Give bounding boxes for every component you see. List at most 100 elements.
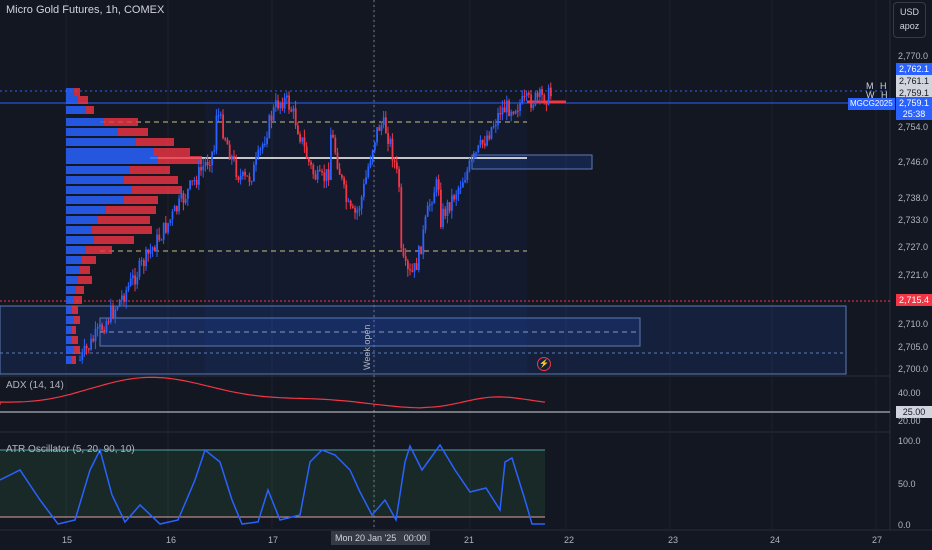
price-tag-high: 2,762.1 bbox=[896, 63, 932, 75]
candle-body bbox=[495, 124, 497, 126]
profile-bar bbox=[66, 276, 78, 284]
candle-body bbox=[132, 275, 134, 279]
candle-body bbox=[404, 256, 407, 261]
time-tick: 27 bbox=[872, 535, 883, 545]
candle-body bbox=[398, 168, 400, 188]
candle-body bbox=[209, 165, 211, 167]
candle-body bbox=[116, 306, 119, 310]
candle-body bbox=[501, 107, 504, 115]
candle-body bbox=[103, 330, 106, 333]
candle-body bbox=[129, 278, 132, 286]
candle-body bbox=[288, 95, 290, 110]
candle-body bbox=[380, 124, 383, 131]
candle-body bbox=[411, 270, 414, 272]
candle-body bbox=[158, 234, 161, 241]
candle-body bbox=[228, 144, 231, 160]
profile-bar bbox=[66, 316, 74, 324]
candle-body bbox=[145, 249, 147, 267]
candle-body bbox=[382, 117, 385, 125]
candle-body bbox=[462, 182, 464, 188]
profile-bar bbox=[92, 226, 152, 234]
candle-body bbox=[321, 171, 323, 173]
candle-body bbox=[138, 260, 141, 277]
symbol-title[interactable]: Micro Gold Futures, 1h, COMEX bbox=[6, 4, 165, 16]
candle-body bbox=[94, 328, 97, 342]
candle-body bbox=[140, 260, 143, 262]
candle-body bbox=[162, 222, 165, 240]
candle-body bbox=[433, 192, 436, 204]
price-tick: 2,733.0 bbox=[898, 215, 929, 225]
price-tick: 2,710.0 bbox=[898, 319, 929, 329]
candle-body bbox=[453, 195, 455, 200]
candle-body bbox=[114, 309, 117, 318]
candle-body bbox=[244, 171, 246, 176]
candle-body bbox=[105, 321, 108, 333]
candle-body bbox=[545, 103, 548, 105]
candle-body bbox=[488, 135, 491, 139]
profile-bar bbox=[66, 196, 124, 204]
countdown-tag: 25:38 bbox=[896, 108, 932, 120]
price-tick: 2,770.0 bbox=[898, 51, 929, 61]
profile-bar bbox=[74, 346, 80, 354]
candle-body bbox=[99, 324, 101, 327]
candle-body bbox=[464, 180, 466, 183]
candle-body bbox=[510, 111, 513, 117]
candle-body bbox=[512, 111, 515, 114]
candle-body bbox=[305, 146, 308, 159]
candle-body bbox=[521, 96, 524, 104]
candle-body bbox=[169, 219, 172, 224]
time-tick: 16 bbox=[166, 535, 177, 545]
candle-body bbox=[165, 222, 167, 233]
candle-body bbox=[468, 160, 471, 171]
profile-bar bbox=[66, 306, 72, 314]
candle-body bbox=[83, 345, 86, 353]
candle-body bbox=[143, 260, 145, 267]
candle-body bbox=[147, 249, 150, 254]
candle-body bbox=[154, 247, 156, 252]
profile-bar bbox=[98, 216, 150, 224]
price-tick: 2,727.0 bbox=[898, 242, 929, 252]
candle-body bbox=[354, 207, 356, 213]
candle-body bbox=[255, 157, 257, 165]
candle-body bbox=[440, 189, 442, 227]
candle-body bbox=[470, 158, 473, 161]
candle-body bbox=[136, 276, 139, 285]
candle-body bbox=[182, 193, 185, 203]
candle-body bbox=[534, 92, 537, 105]
lightning-icon[interactable]: ⚡ bbox=[537, 357, 551, 371]
mw-label-m: M H bbox=[866, 81, 889, 91]
candle-body bbox=[325, 169, 328, 182]
profile-bar bbox=[66, 266, 80, 274]
price-tick: 2,700.0 bbox=[898, 364, 929, 374]
candle-body bbox=[334, 137, 337, 153]
candle-body bbox=[418, 246, 420, 270]
currency-selector[interactable]: USD apoz bbox=[893, 2, 926, 38]
time-tick: 23 bbox=[668, 535, 679, 545]
profile-bar bbox=[66, 346, 74, 354]
profile-bar bbox=[66, 128, 118, 136]
candle-body bbox=[253, 164, 255, 182]
adx-indicator-label[interactable]: ADX (14, 14) bbox=[6, 380, 64, 391]
candle-body bbox=[213, 150, 216, 152]
profile-bar bbox=[66, 176, 124, 184]
candle-body bbox=[277, 100, 279, 109]
account-label: apoz bbox=[899, 21, 920, 31]
candle-body bbox=[176, 206, 178, 212]
week-open-label: Week open bbox=[362, 324, 372, 370]
atr-indicator-label[interactable]: ATR Oscillator (5, 20, 90, 10) bbox=[6, 444, 135, 455]
profile-bar bbox=[158, 156, 202, 164]
candle-body bbox=[426, 205, 429, 217]
candle-body bbox=[444, 208, 447, 216]
candle-body bbox=[96, 326, 99, 329]
candle-body bbox=[250, 181, 253, 183]
profile-bar bbox=[94, 236, 134, 244]
candle-body bbox=[294, 108, 297, 126]
candle-body bbox=[261, 144, 264, 149]
candle-body bbox=[336, 152, 339, 169]
candle-body bbox=[283, 97, 286, 109]
profile-bar bbox=[124, 196, 158, 204]
candle-body bbox=[543, 94, 546, 104]
profile-bar bbox=[154, 148, 190, 156]
candle-body bbox=[446, 202, 449, 216]
